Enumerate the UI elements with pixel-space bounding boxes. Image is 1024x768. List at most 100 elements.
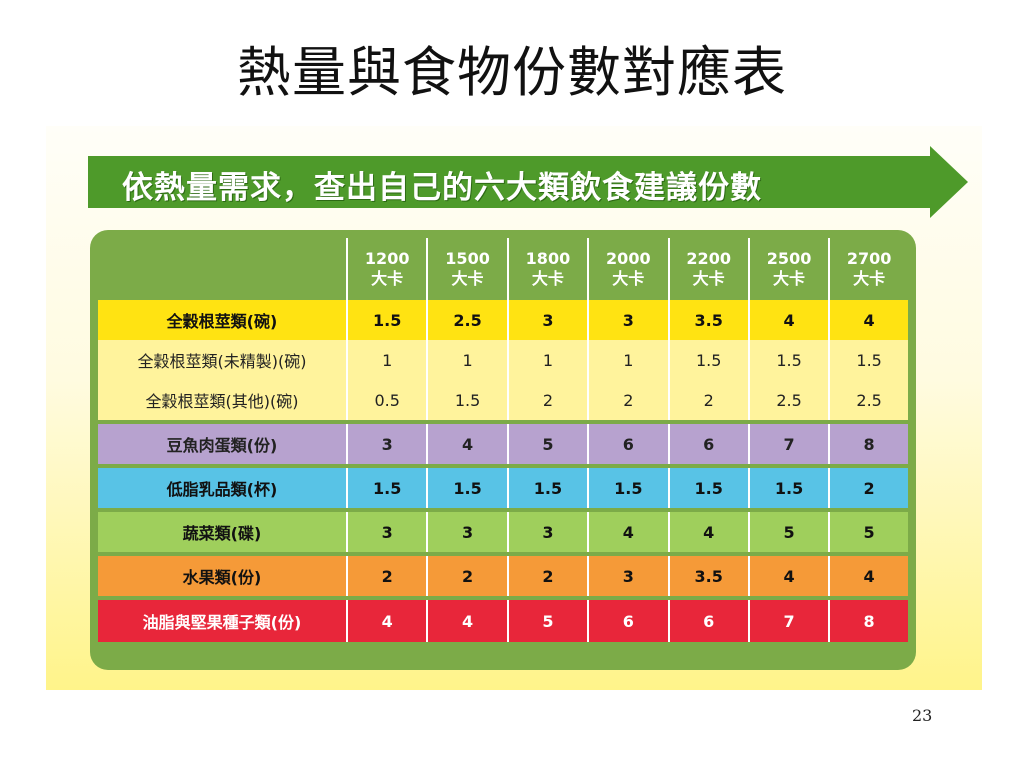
kcal-value: 1500 [445, 249, 490, 268]
header-cell: 1200 大卡 [347, 238, 429, 300]
page-number: 23 [912, 706, 933, 725]
cell-value: 8 [829, 600, 908, 642]
arrow-banner: 依熱量需求，查出自己的六大類飲食建議份數 [88, 146, 968, 218]
row-label: 全穀根莖類(碗) [98, 300, 348, 340]
table-row-oils: 油脂與堅果種子類(份) 4 4 5 6 6 7 8 [98, 600, 908, 642]
cell-value: 4 [748, 556, 831, 596]
table-row-protein: 豆魚肉蛋類(份) 3 4 5 6 6 7 8 [98, 424, 908, 464]
cell-value: 4 [427, 424, 509, 464]
cell-value: 3 [588, 300, 670, 340]
kcal-value: 2200 [686, 249, 731, 268]
cell-value: 3 [347, 512, 429, 552]
cell-value: 2 [668, 380, 750, 420]
cell-value: 1 [588, 340, 670, 380]
kcal-unit: 大卡 [692, 269, 725, 288]
nutrition-chart-image: 依熱量需求，查出自己的六大類飲食建議份數 1200 大卡 1500 大卡 1800 大… [46, 126, 982, 690]
cell-value: 2.5 [748, 380, 831, 420]
cell-value: 6 [588, 424, 670, 464]
arrow-body [88, 156, 930, 208]
cell-value: 1.5 [668, 340, 750, 380]
cell-value: 7 [748, 600, 831, 642]
cell-value: 1.5 [507, 468, 590, 508]
cell-value: 4 [829, 556, 908, 596]
row-gap [98, 464, 908, 468]
header-cell: 2700 大卡 [829, 238, 908, 300]
cell-value: 5 [507, 424, 590, 464]
servings-table: 1200 大卡 1500 大卡 1800 大卡 2000 大卡 2200 大卡 2500 大… [98, 238, 908, 642]
cell-value: 3.5 [668, 300, 750, 340]
cell-value: 4 [347, 600, 429, 642]
table-row-grains-other: 全穀根莖類(其他)(碗) 0.5 1.5 2 2 2 2.5 2.5 [98, 380, 908, 420]
cell-value: 3.5 [668, 556, 750, 596]
kcal-value: 2500 [766, 249, 812, 268]
kcal-unit: 大卡 [773, 269, 806, 288]
table-row-dairy: 低脂乳品類(杯) 1.5 1.5 1.5 1.5 1.5 1.5 2 [98, 468, 908, 508]
row-label: 全穀根莖類(其他)(碗) [98, 380, 348, 420]
cell-value: 4 [829, 300, 908, 340]
row-label: 蔬菜類(碟) [98, 512, 348, 552]
cell-value: 0.5 [347, 380, 429, 420]
cell-value: 1.5 [347, 468, 429, 508]
table-row-grains-unrefined: 全穀根莖類(未精製)(碗) 1 1 1 1 1.5 1.5 1.5 [98, 340, 908, 380]
row-gap [98, 508, 908, 512]
cell-value: 2 [829, 468, 908, 508]
cell-value: 5 [507, 600, 590, 642]
cell-value: 3 [427, 512, 509, 552]
kcal-unit: 大卡 [612, 269, 645, 288]
banner-text: 依熱量需求，查出自己的六大類飲食建議份數 [122, 170, 762, 206]
cell-value: 4 [427, 600, 509, 642]
cell-value: 1.5 [427, 468, 509, 508]
header-cell: 2200 大卡 [668, 238, 750, 300]
row-label: 油脂與堅果種子類(份) [98, 600, 348, 642]
cell-value: 2 [507, 380, 590, 420]
cell-value: 4 [588, 512, 670, 552]
cell-value: 6 [668, 424, 750, 464]
table-row-fruit: 水果類(份) 2 2 2 3 3.5 4 4 [98, 556, 908, 596]
cell-value: 2 [347, 556, 429, 596]
row-label: 全穀根莖類(未精製)(碗) [98, 340, 348, 380]
cell-value: 2 [588, 380, 670, 420]
cell-value: 2 [427, 556, 509, 596]
slide-title: 熱量與食物份數對應表 [237, 41, 787, 104]
cell-value: 2.5 [829, 380, 908, 420]
kcal-unit: 大卡 [531, 269, 564, 288]
table-frame: 1200 大卡 1500 大卡 1800 大卡 2000 大卡 2200 大卡 2500 大… [90, 230, 916, 670]
cell-value: 1 [507, 340, 590, 380]
cell-value: 8 [829, 424, 908, 464]
header-row: 1200 大卡 1500 大卡 1800 大卡 2000 大卡 2200 大卡 2500 大… [98, 238, 908, 300]
kcal-unit: 大卡 [853, 269, 886, 288]
kcal-value: 1800 [525, 249, 571, 268]
table-row-vegetables: 蔬菜類(碟) 3 3 3 4 4 5 5 [98, 512, 908, 552]
row-gap [98, 420, 908, 424]
cell-value: 5 [829, 512, 908, 552]
row-label: 低脂乳品類(杯) [98, 468, 348, 508]
cell-value: 1 [427, 340, 509, 380]
cell-value: 7 [748, 424, 831, 464]
row-label: 水果類(份) [98, 556, 348, 596]
kcal-value: 2000 [606, 249, 651, 268]
cell-value: 1.5 [748, 340, 831, 380]
cell-value: 2.5 [427, 300, 509, 340]
cell-value: 3 [507, 300, 590, 340]
kcal-unit: 大卡 [371, 269, 404, 288]
cell-value: 1.5 [427, 380, 509, 420]
kcal-unit: 大卡 [451, 269, 484, 288]
cell-value: 6 [588, 600, 670, 642]
header-cell: 1800 大卡 [507, 238, 590, 300]
cell-value: 1.5 [588, 468, 670, 508]
cell-value: 4 [748, 300, 831, 340]
cell-value: 6 [668, 600, 750, 642]
cell-value: 3 [588, 556, 670, 596]
kcal-value: 1200 [364, 249, 410, 268]
kcal-value: 2700 [846, 249, 892, 268]
cell-value: 3 [347, 424, 429, 464]
row-gap [98, 552, 908, 556]
cell-value: 4 [668, 512, 750, 552]
cell-value: 1.5 [347, 300, 429, 340]
cell-value: 2 [507, 556, 590, 596]
header-corner [98, 238, 348, 300]
header-cell: 1500 大卡 [427, 238, 509, 300]
header-cell: 2500 大卡 [748, 238, 831, 300]
cell-value: 3 [507, 512, 590, 552]
cell-value: 1.5 [748, 468, 831, 508]
